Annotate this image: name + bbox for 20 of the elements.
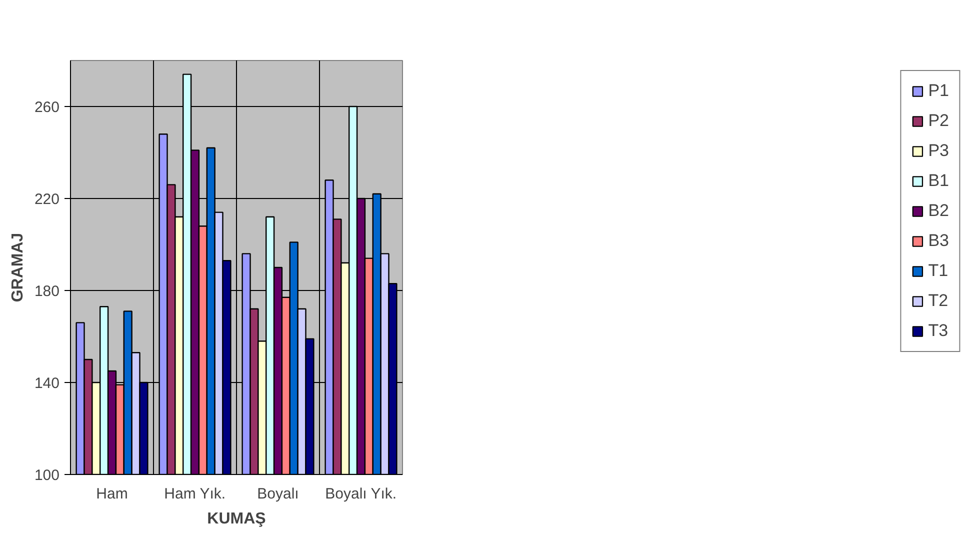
x-tick-label: Boyalı Yık. <box>325 486 397 502</box>
legend-label: P2 <box>928 111 949 131</box>
y-axis-title: GRAMAJ <box>9 232 26 302</box>
y-tick-label: 220 <box>34 191 60 208</box>
y-tick-label: 260 <box>34 99 60 116</box>
legend-label: B3 <box>928 231 949 251</box>
legend-label: P3 <box>928 141 949 161</box>
legend-label: B1 <box>928 171 949 191</box>
y-tick-label: 100 <box>34 467 60 484</box>
legend-label: P1 <box>928 81 949 101</box>
y-tick-label: 140 <box>34 375 60 392</box>
x-tick-label: Ham <box>96 486 128 502</box>
y-tick-label: 180 <box>34 283 60 300</box>
legend-label: T2 <box>928 291 948 311</box>
legend-label: B2 <box>928 201 949 221</box>
legend-label: T1 <box>928 261 948 281</box>
legend-label: T3 <box>928 321 948 341</box>
x-tick-label: Ham Yık. <box>164 486 226 502</box>
x-axis-title: KUMAŞ <box>207 510 266 528</box>
x-tick-label: Boyalı <box>257 486 299 502</box>
